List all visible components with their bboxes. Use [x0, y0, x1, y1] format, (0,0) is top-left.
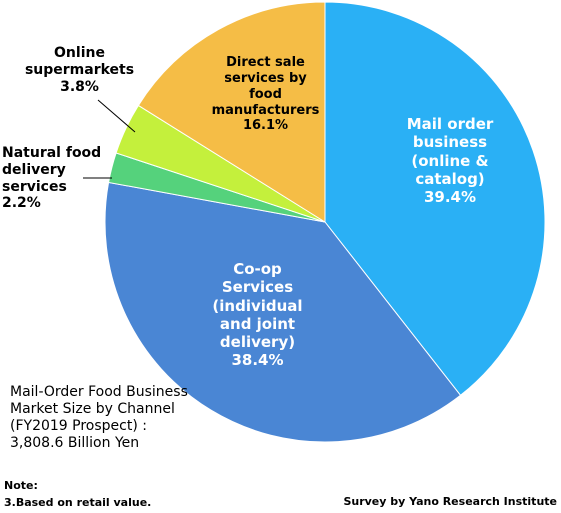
label-mail-order: Mail order business (online & catalog) 3… — [390, 115, 510, 206]
slice-mail-order — [324, 1, 546, 397]
label-natural-food: Natural food delivery services 2.2% — [2, 145, 102, 212]
label-co-op: Co-op Services (individual and joint del… — [195, 260, 320, 370]
value-mail-order: 39.4% — [423, 188, 477, 207]
label-online-supermarkets: Online supermarkets 3.8% — [22, 45, 137, 95]
value-direct-sale: 16.1% — [242, 118, 289, 134]
label-direct-sale: Direct sale services by food manufacture… — [208, 55, 323, 134]
leader-line-online-supermarkets — [97, 99, 136, 133]
slice-co-op — [104, 181, 462, 443]
value-co-op: 38.4% — [231, 351, 284, 370]
slice-direct-sale — [137, 1, 326, 223]
value-natural-food: 2.2% — [2, 195, 41, 212]
note-title: Note: — [4, 479, 38, 492]
market-size-summary: Mail-Order Food Business Market Size by … — [10, 384, 188, 452]
source-credit: Survey by Yano Research Institute — [343, 495, 557, 508]
note: Note: 3.Based on retail value. — [4, 478, 151, 511]
note-text: 3.Based on retail value. — [4, 495, 152, 509]
value-online-supermarkets: 3.8% — [60, 78, 99, 95]
